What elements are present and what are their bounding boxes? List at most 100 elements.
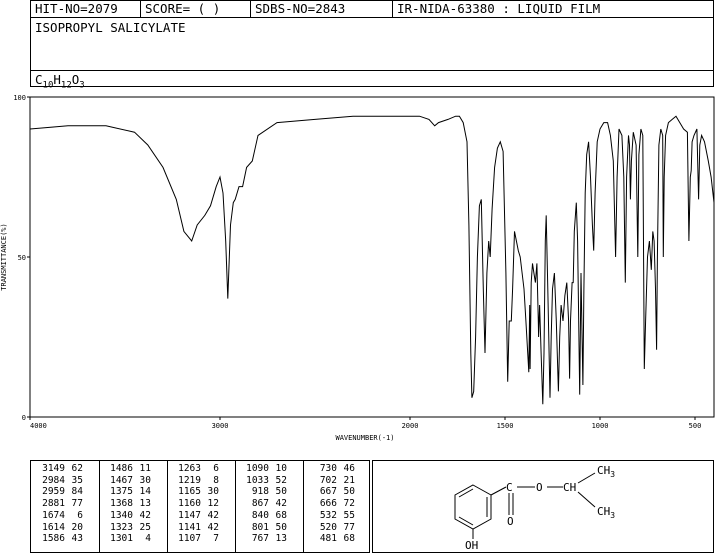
peak-row: 2959 84	[35, 486, 83, 498]
peak-row: 1368 13	[103, 498, 151, 510]
peak-row: 1586 43	[35, 533, 83, 545]
peak-row: 2984 35	[35, 475, 83, 487]
peak-wavenumber: 1467	[110, 474, 133, 486]
peak-column: 1090 10 1033 52 918 50 867 42 840 68 801 50 767 13	[239, 463, 287, 545]
peak-wavenumber: 1301	[110, 533, 133, 545]
peak-column-divider	[99, 461, 100, 552]
peak-wavenumber: 767	[251, 533, 269, 545]
peak-row: 1033 52	[239, 475, 287, 487]
x-tick-label: 3000	[212, 422, 229, 430]
peak-transmittance: 42	[139, 509, 151, 521]
peak-transmittance: 21	[343, 474, 355, 486]
peak-transmittance: 77	[71, 498, 83, 510]
peak-wavenumber: 702	[319, 474, 337, 486]
peak-transmittance: 42	[207, 521, 219, 533]
peak-row: 1090 10	[239, 463, 287, 475]
peak-row: 1147 42	[171, 510, 219, 522]
peak-row: 840 68	[239, 510, 287, 522]
peak-row: 1160 12	[171, 498, 219, 510]
y-tick-label: 50	[18, 254, 26, 262]
peak-wavenumber: 481	[319, 533, 337, 545]
peak-row: 1219 8	[171, 475, 219, 487]
y-tick-label: 0	[22, 414, 26, 422]
peak-row: 1323 25	[103, 522, 151, 534]
peak-row: 1301 4	[103, 533, 151, 545]
peak-row: 1340 42	[103, 510, 151, 522]
hydroxyl-group: OH	[465, 539, 478, 552]
peak-row: 481 68	[307, 533, 355, 545]
peak-row: 702 21	[307, 475, 355, 487]
structure-bonds	[472, 472, 596, 539]
x-tick-label: 1000	[592, 422, 609, 430]
peak-wavenumber: 1340	[110, 509, 133, 521]
y-tick-label: 100	[13, 94, 26, 102]
peak-row: 867 42	[239, 498, 287, 510]
peak-transmittance: 10	[275, 463, 287, 474]
peak-row: 918 50	[239, 486, 287, 498]
ir-measurement-info: IR-NIDA-63380 : LIQUID FILM	[397, 1, 601, 16]
peak-wavenumber: 840	[251, 509, 269, 521]
peak-transmittance: 77	[343, 521, 355, 533]
peak-transmittance: 43	[71, 533, 83, 545]
peak-transmittance: 62	[71, 463, 83, 474]
peak-transmittance: 30	[207, 486, 219, 498]
peak-transmittance: 72	[343, 498, 355, 510]
peak-transmittance: 52	[275, 474, 287, 486]
peak-row: 1263 6	[171, 463, 219, 475]
peak-row: 730 46	[307, 463, 355, 475]
peak-row: 520 77	[307, 522, 355, 534]
peak-wavenumber: 1033	[246, 474, 269, 486]
peak-transmittance: 50	[343, 486, 355, 498]
peak-wavenumber: 1263	[178, 463, 201, 474]
peak-wavenumber: 1323	[110, 521, 133, 533]
peak-wavenumber: 667	[319, 486, 337, 498]
y-axis-ticks: 100 50 0	[13, 94, 30, 422]
peak-transmittance: 6	[213, 463, 219, 474]
peak-wavenumber: 3149	[42, 463, 65, 474]
spectrum-line	[29, 115, 715, 405]
peak-transmittance: 68	[275, 509, 287, 521]
x-tick-label: 4000	[30, 422, 47, 430]
peak-table: 3149 62 2984 35 2959 84 2881 77 1674 6 1614 20 1586 4…	[30, 460, 370, 553]
formula-divider	[31, 70, 713, 71]
peak-wavenumber: 1147	[178, 509, 201, 521]
carbonyl-carbon: C	[506, 481, 513, 494]
peak-transmittance: 50	[275, 521, 287, 533]
peak-wavenumber: 1165	[178, 486, 201, 498]
peak-wavenumber: 918	[251, 486, 269, 498]
structure-panel: C O CH CH3 CH3 O OH	[372, 460, 714, 553]
peak-transmittance: 25	[139, 521, 151, 533]
peak-wavenumber: 1160	[178, 498, 201, 510]
peak-row: 1375 14	[103, 486, 151, 498]
peak-column-divider	[167, 461, 168, 552]
x-axis-ticks: 4000 3000 2000 1500 1000 500	[29, 417, 701, 430]
peak-row: 801 50	[239, 522, 287, 534]
peak-transmittance: 30	[139, 474, 151, 486]
peak-wavenumber: 1219	[178, 474, 201, 486]
peak-transmittance: 7	[213, 533, 219, 545]
peak-transmittance: 46	[343, 463, 355, 474]
peak-transmittance: 42	[275, 498, 287, 510]
score-field: SCORE= ( )	[141, 1, 251, 17]
peak-transmittance: 14	[139, 486, 151, 498]
peak-column-divider	[303, 461, 304, 552]
peak-transmittance: 4	[145, 533, 151, 545]
peak-wavenumber: 1674	[42, 509, 65, 521]
peak-wavenumber: 532	[319, 509, 337, 521]
peak-column-divider	[235, 461, 236, 552]
x-tick-label: 1500	[497, 422, 514, 430]
molecular-formula: C10H12O3	[35, 72, 85, 91]
peak-wavenumber: 1375	[110, 486, 133, 498]
peak-row: 767 13	[239, 533, 287, 545]
peak-row: 1674 6	[35, 510, 83, 522]
peak-wavenumber: 867	[251, 498, 269, 510]
peak-row: 532 55	[307, 510, 355, 522]
peak-row: 1165 30	[171, 486, 219, 498]
peak-wavenumber: 666	[319, 498, 337, 510]
peak-row: 2881 77	[35, 498, 83, 510]
methyl-top: CH3	[597, 464, 615, 479]
peak-transmittance: 50	[275, 486, 287, 498]
peak-wavenumber: 730	[319, 463, 337, 474]
chemical-structure: C O CH CH3 CH3 O OH	[454, 464, 615, 552]
